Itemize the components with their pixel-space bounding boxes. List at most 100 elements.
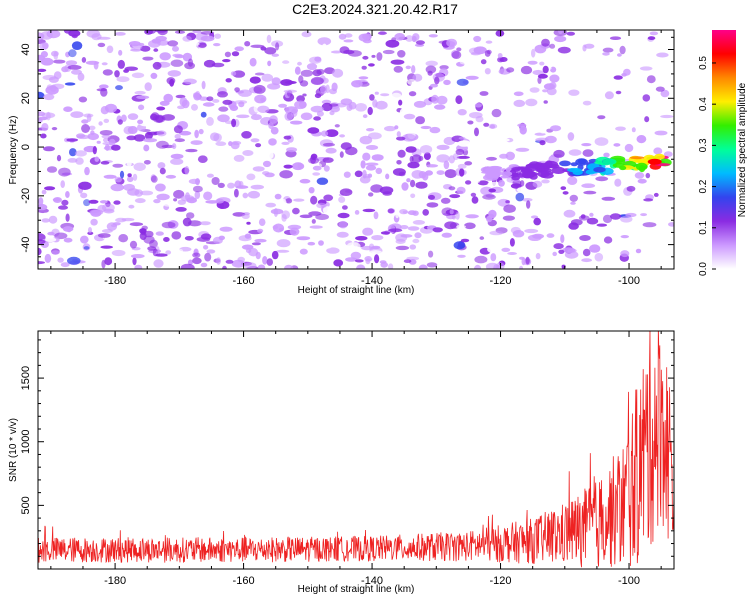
noise-blob [102, 187, 113, 196]
noise-blob [412, 33, 420, 41]
noise-blob [117, 119, 123, 125]
noise-blob [425, 60, 438, 67]
noise-blob [326, 247, 340, 254]
noise-blob [157, 30, 168, 36]
noise-blob [68, 49, 77, 58]
noise-blob [596, 223, 608, 227]
noise-blob [222, 59, 231, 63]
noise-blob [535, 252, 541, 260]
noise-blob [441, 232, 452, 238]
noise-blob [582, 248, 591, 257]
noise-blob [517, 123, 527, 128]
noise-blob [89, 47, 96, 56]
noise-blob [512, 43, 520, 49]
noise-blob [51, 127, 58, 131]
noise-blob [582, 149, 594, 157]
noise-blob [184, 165, 190, 175]
noise-blob [147, 246, 157, 251]
noise-blob [115, 85, 123, 91]
noise-blob [180, 263, 195, 269]
noise-blob [246, 173, 256, 181]
signal-blob [619, 165, 627, 171]
noise-blob [613, 143, 621, 147]
noise-blob [234, 180, 242, 189]
noise-blob [148, 256, 160, 260]
noise-blob [153, 199, 161, 204]
noise-blob [306, 63, 318, 71]
noise-blob [365, 165, 377, 171]
noise-blob [155, 231, 164, 236]
noise-blob [340, 142, 352, 150]
noise-blob [336, 231, 349, 238]
noise-blob [184, 62, 196, 70]
noise-blob [75, 157, 84, 165]
noise-blob [262, 171, 270, 176]
noise-blob [323, 165, 330, 172]
noise-blob [170, 158, 184, 165]
noise-blob [279, 170, 293, 179]
noise-blob [322, 43, 327, 50]
noise-blob [654, 130, 668, 136]
noise-blob [362, 55, 369, 60]
noise-blob [153, 259, 164, 268]
noise-blob [272, 225, 278, 230]
noise-blob [348, 101, 357, 110]
noise-blob [213, 43, 221, 47]
noise-blob [274, 193, 282, 200]
noise-blob [385, 39, 400, 48]
noise-blob [663, 151, 673, 158]
noise-blob [373, 211, 379, 220]
x-tick-label: -100 [618, 275, 640, 287]
noise-blob [372, 99, 378, 108]
noise-blob [549, 74, 560, 83]
noise-blob [418, 264, 428, 269]
noise-blob [101, 62, 108, 66]
noise-blob [487, 181, 501, 186]
noise-blob [653, 192, 659, 197]
noise-blob [42, 103, 54, 109]
noise-blob [525, 98, 538, 107]
noise-blob [467, 120, 474, 125]
colorbar-tick-label: 0.0 [698, 262, 709, 276]
signal-blob [602, 158, 617, 165]
noise-blob [465, 180, 472, 185]
noise-blob [594, 137, 609, 146]
noise-blob [218, 106, 229, 112]
noise-blob [106, 45, 114, 54]
colorbar-tick-label: 0.1 [698, 220, 709, 234]
noise-blob [242, 150, 254, 156]
noise-blob [219, 202, 224, 209]
noise-blob [206, 96, 214, 102]
noise-blob [390, 59, 405, 65]
noise-blob [301, 39, 307, 47]
noise-blob [532, 180, 543, 188]
noise-blob [335, 181, 348, 188]
noise-blob [231, 51, 240, 57]
noise-blob [455, 148, 465, 156]
noise-blob [214, 33, 221, 39]
noise-blob [63, 106, 73, 112]
noise-blob [67, 65, 82, 70]
noise-blob [201, 80, 206, 90]
noise-blob [614, 178, 622, 187]
noise-blob [80, 235, 89, 244]
noise-blob [191, 104, 198, 111]
noise-blob [463, 222, 476, 230]
noise-blob [325, 129, 339, 138]
noise-blob [156, 130, 167, 137]
noise-blob [343, 39, 354, 43]
noise-blob [40, 133, 47, 139]
noise-blob [126, 158, 132, 167]
noise-blob [193, 42, 200, 46]
noise-blob [465, 214, 479, 219]
noise-blob [132, 173, 138, 181]
noise-blob [362, 208, 376, 213]
noise-blob [72, 97, 79, 105]
noise-blob [642, 222, 657, 228]
noise-blob [114, 32, 126, 36]
noise-blob [211, 177, 220, 185]
noise-blob [619, 45, 626, 55]
noise-blob [464, 161, 473, 166]
noise-blob [47, 231, 55, 236]
noise-blob [436, 154, 450, 163]
